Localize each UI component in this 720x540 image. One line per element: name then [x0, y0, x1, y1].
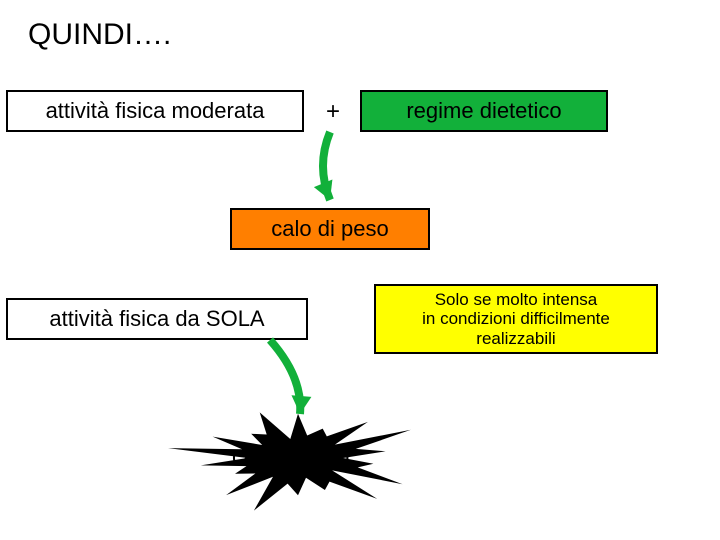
box-attivita-moderata: attività fisica moderata — [6, 90, 304, 132]
arrow-down-1 — [0, 0, 720, 540]
burst-shape — [0, 0, 720, 540]
box1-text: attività fisica moderata — [46, 98, 265, 124]
box-calo-di-peso-1: calo di peso — [230, 208, 430, 250]
box5-text: Solo se molto intensain condizioni diffi… — [422, 290, 610, 349]
arrow-down-2 — [0, 0, 720, 540]
box3-text: calo di peso — [271, 216, 388, 242]
box-regime-dietetico: regime dietetico — [360, 90, 608, 132]
box-solo-se-intensa: Solo se molto intensain condizioni diffi… — [374, 284, 658, 354]
page-title: QUINDI…. — [28, 18, 171, 52]
plus-sign: + — [326, 98, 340, 126]
box4-text: attività fisica da SOLA — [49, 306, 264, 332]
burst-label: calo di peso — [232, 444, 349, 470]
box-attivita-sola: attività fisica da SOLA — [6, 298, 308, 340]
box2-text: regime dietetico — [406, 98, 561, 124]
